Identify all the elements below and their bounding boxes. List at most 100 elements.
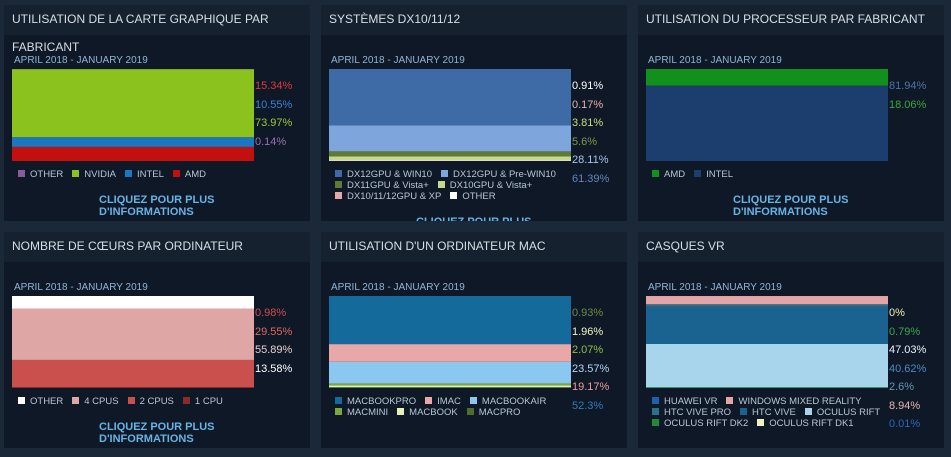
value-label: 0.01% — [889, 418, 921, 430]
more-info-link[interactable]: CLIQUEZ POUR PLUS D'INFORMATIONS — [99, 194, 215, 218]
legend-swatch — [757, 419, 765, 426]
stack-band — [646, 296, 888, 305]
legend-item: MACBOOKPRO — [335, 396, 416, 407]
legend-item: MACPRO — [466, 407, 521, 418]
legend-item: MACBOOK — [397, 407, 458, 418]
more-info-link[interactable]: CLIQUEZ POUR PLUS D'INFORMATIONS — [733, 194, 849, 218]
value-label: 13.58% — [255, 362, 293, 375]
legend-item: NVIDIA — [72, 169, 116, 180]
stack-band — [329, 361, 571, 384]
stack-band — [12, 359, 254, 388]
legend-item: 1 CPU — [182, 396, 223, 407]
legend-text: MACPRO — [478, 407, 521, 418]
stack-band — [646, 344, 888, 388]
legend-item: 2 CPUS — [127, 396, 174, 407]
panel: CASQUES VR APRIL 2018 - JANUARY 2019 0% 0.7… — [638, 232, 944, 448]
more-info-link[interactable]: CLIQUEZ POUR PLUS D'INFORMATIONS — [99, 421, 215, 445]
legend: AMD INTEL — [652, 169, 888, 180]
panel: UTILISATION DE LA CARTE GRAPHIQUE PAR FA… — [4, 5, 310, 221]
legend-swatch — [469, 397, 477, 404]
stack-band — [646, 304, 888, 307]
area-chart — [12, 69, 254, 161]
stack-band — [12, 137, 254, 147]
value-label: 81.94% — [889, 80, 927, 92]
legend-swatch — [18, 170, 25, 177]
legend-text: 2 CPUS — [139, 396, 174, 407]
legend-text: DX10GPU & Vista+ — [449, 180, 533, 191]
value-label: 8.94% — [889, 399, 921, 412]
legend-text: OCULUS RIFT DK2 — [664, 418, 749, 429]
legend-item: WINDOWS MIXED REALITY — [726, 396, 861, 407]
panel: UTILISATION D'UN ORDINATEUR MAC APRIL 201… — [321, 232, 627, 448]
stack-band — [12, 146, 254, 161]
legend-text: HTC VIVE PRO — [664, 407, 732, 418]
legend-swatch — [335, 397, 342, 404]
panel-title: UTILISATION DU PROCESSEUR PAR FABRICANT — [638, 5, 944, 35]
area-chart — [646, 69, 888, 161]
value-label: 0% — [889, 307, 905, 319]
stack-band — [12, 69, 254, 138]
panel-title: SYSTÈMES DX10/11/12 — [321, 5, 627, 35]
legend-item: IMAC — [425, 396, 461, 407]
legend-swatch — [72, 397, 80, 404]
value-label: 40.62% — [889, 362, 927, 375]
legend-text: HUAWEI VR — [664, 396, 718, 407]
legend-text: OCULUS RIFT — [816, 407, 881, 418]
legend-swatch — [72, 170, 80, 177]
panel-subtitle: APRIL 2018 - JANUARY 2019 — [331, 55, 465, 66]
area-chart — [329, 69, 571, 161]
legend-swatch — [397, 408, 405, 415]
legend-item: DX12GPU & Pre-WIN10 — [441, 169, 556, 180]
legend: OTHER 4 CPUS 2 CPUS 1 CPU — [18, 396, 254, 407]
stack-band — [646, 306, 888, 345]
legend-item: DX10/11/12GPU & XP — [335, 191, 441, 202]
value-label: 2.07% — [572, 344, 604, 356]
value-label: 0.91% — [572, 80, 604, 92]
legend-item: DX10GPU & Vista+ — [437, 180, 533, 191]
legend-text: IMAC — [437, 396, 461, 407]
value-label: 28.11% — [572, 154, 609, 166]
legend-item: OCULUS RIFT DK2 — [652, 418, 748, 429]
legend-item: 4 CPUS — [72, 396, 119, 407]
value-label: 29.55% — [255, 325, 293, 338]
legend-text: NVIDIA — [84, 169, 116, 180]
legend-text: OTHER — [30, 169, 64, 180]
value-labels: 81.94% 18.06% — [889, 77, 926, 114]
value-label: 61.39% — [572, 172, 610, 185]
legend: MACBOOKPRO IMAC MACBOOKAIR MACMINI MACBOOK MA… — [335, 396, 571, 418]
area-chart — [12, 296, 254, 388]
legend-item: HUAWEI VR — [652, 396, 717, 407]
legend-item: DX12GPU & WIN10 — [335, 169, 432, 180]
stack-band — [646, 69, 888, 86]
legend-swatch — [18, 397, 25, 404]
area-chart — [646, 296, 888, 388]
legend-swatch — [694, 170, 702, 177]
stack-band — [329, 383, 571, 386]
legend-swatch — [450, 192, 458, 199]
more-info-link[interactable]: CLIQUEZ POUR PLUS D'INFORMATIONS — [416, 216, 556, 221]
legend-item: AMD — [172, 169, 206, 180]
panel-subtitle: APRIL 2018 - JANUARY 2019 — [14, 55, 148, 66]
legend-item: HTC VIVE PRO — [652, 407, 731, 418]
value-label: 0.17% — [572, 98, 604, 111]
legend-text: DX10/11/12GPU & XP — [347, 191, 442, 202]
value-label: 0.98% — [255, 307, 287, 319]
value-label: 55.89% — [255, 344, 293, 356]
stack-band — [12, 308, 254, 360]
legend-item: HTC VIVE — [740, 407, 796, 418]
panel: UTILISATION DU PROCESSEUR PAR FABRICANT A… — [638, 5, 944, 221]
stack-band — [12, 296, 254, 309]
panel-subtitle: APRIL 2018 - JANUARY 2019 — [648, 282, 782, 293]
value-label: 3.81% — [572, 117, 604, 129]
legend-text: MACBOOK — [409, 407, 458, 418]
legend-swatch — [172, 170, 180, 177]
area-chart — [329, 296, 571, 388]
legend-swatch — [335, 181, 342, 188]
panel-subtitle: APRIL 2018 - JANUARY 2019 — [331, 282, 465, 293]
legend-swatch — [652, 408, 659, 415]
legend-item: INTEL — [124, 169, 164, 180]
legend-swatch — [127, 397, 135, 404]
legend-text: MACBOOKPRO — [347, 396, 417, 407]
legend-text: 4 CPUS — [84, 396, 119, 407]
value-labels: 0% 0.79% 47.03% 40.62% 2.6% 8.94% 0.01% — [889, 304, 926, 434]
